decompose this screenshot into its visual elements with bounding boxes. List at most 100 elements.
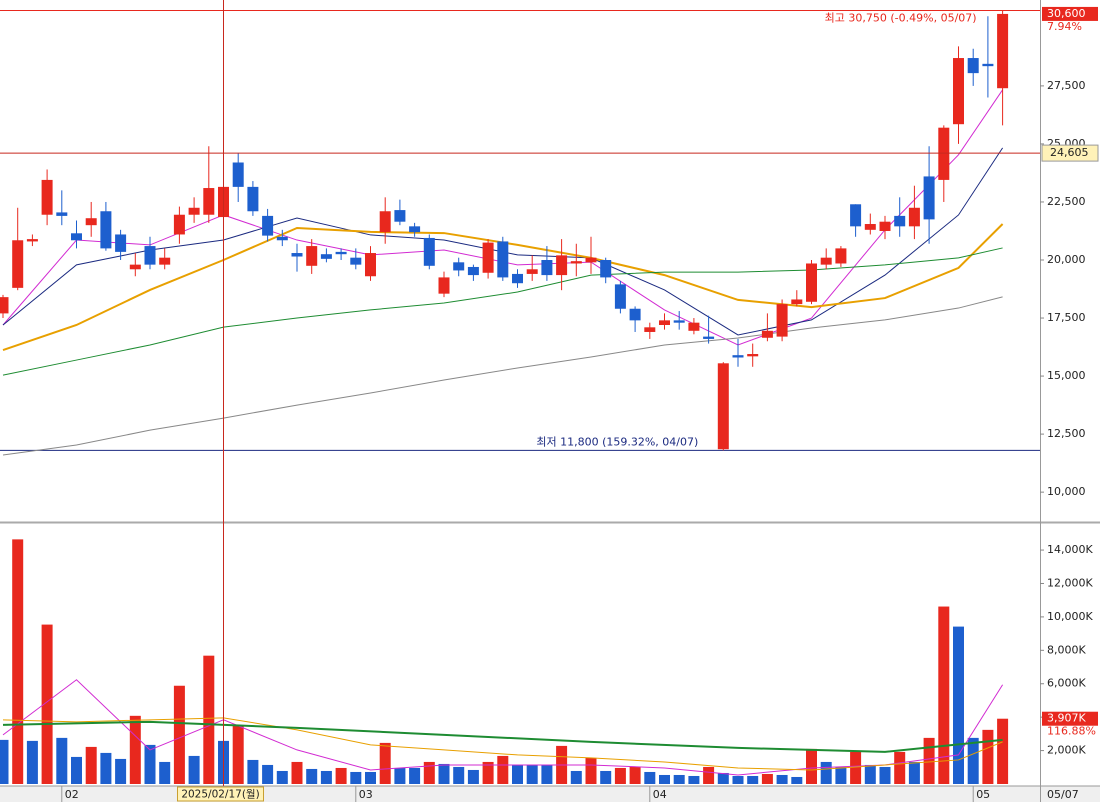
candle-body	[732, 355, 744, 358]
candle-body	[247, 186, 259, 212]
x-tick-label: 04	[653, 788, 667, 801]
volume-bar	[570, 770, 582, 784]
volume-bar	[85, 746, 97, 784]
candle-body	[467, 266, 479, 276]
moving-average-line	[2, 247, 1003, 376]
volume-ratio: 116.88%	[1047, 725, 1096, 738]
volume-bar	[394, 767, 406, 784]
candle-body	[56, 212, 68, 216]
candle-body	[659, 320, 670, 325]
y-tick-label: 22,500	[1047, 195, 1086, 208]
candle-body	[306, 246, 318, 266]
moving-average-line	[2, 147, 1004, 336]
last-date: 05/07	[1047, 788, 1079, 801]
volume-bar	[864, 764, 876, 784]
candle-body	[894, 215, 906, 227]
volume-bar	[71, 756, 82, 784]
current-volume-box	[1042, 711, 1098, 726]
candle-body	[703, 336, 715, 339]
candle-body	[967, 58, 979, 74]
volume-bar	[306, 768, 318, 784]
candle-body	[953, 58, 964, 125]
candle-body	[423, 237, 435, 266]
candle-body	[26, 239, 38, 242]
y-tick-label: 2,000K	[1047, 744, 1086, 757]
volume-bar	[526, 764, 538, 784]
x-axis-band	[0, 786, 1100, 802]
candle-body	[997, 13, 1009, 89]
volume-bar	[629, 766, 641, 784]
volume-bar	[232, 725, 244, 784]
candle-body	[850, 204, 862, 227]
y-tick-label: 20,000	[1047, 253, 1086, 266]
high-label: 최고 30,750 (-0.49%, 05/07)	[825, 11, 977, 24]
candle-body	[556, 255, 568, 276]
volume-bar	[438, 763, 450, 784]
candle-body	[335, 251, 347, 255]
volume-bar	[365, 771, 376, 784]
candle-body	[864, 224, 876, 230]
crosshair-date-box	[177, 786, 264, 802]
candle-body	[144, 246, 156, 265]
volume-bar	[879, 766, 891, 784]
candle-body	[482, 242, 494, 273]
volume-bar	[247, 759, 259, 784]
candle-body	[115, 234, 127, 252]
candle-body	[41, 179, 53, 215]
volume-bar	[115, 758, 127, 784]
current-price-label: 30,600	[1047, 7, 1086, 20]
volume-bar	[291, 761, 303, 784]
candle-body	[173, 214, 185, 235]
volume-bar	[673, 774, 685, 784]
volume-bar	[0, 739, 9, 784]
candle-body	[85, 218, 97, 226]
y-tick-label: 12,000K	[1047, 576, 1093, 589]
volume-bar	[776, 774, 788, 784]
volume-bar	[320, 770, 332, 784]
candle-body	[791, 299, 803, 305]
candle-body	[320, 254, 332, 259]
volume-bar	[732, 775, 744, 784]
volume-bar	[923, 737, 935, 784]
x-tick-label: 03	[359, 788, 373, 801]
candle-body	[747, 354, 759, 357]
y-tick-label: 27,500	[1047, 79, 1086, 92]
volume-bar	[423, 761, 435, 784]
candle-body	[438, 277, 450, 294]
moving-average-line	[2, 679, 1004, 776]
candle-body	[982, 63, 994, 67]
candle-body	[908, 207, 920, 227]
volume-bar	[850, 751, 862, 784]
candle-body	[644, 327, 656, 332]
candle-body	[365, 253, 376, 277]
y-tick-label: 12,500	[1047, 427, 1086, 440]
volume-bar	[56, 737, 68, 784]
volume-bar	[659, 774, 670, 784]
moving-average-line	[2, 296, 1003, 456]
volume-bar	[747, 775, 759, 784]
volume-bar	[953, 626, 964, 784]
candle-body	[497, 241, 509, 278]
current-price-box	[1042, 6, 1098, 21]
crosshair-date-label: 2025/02/17(월)	[181, 789, 259, 801]
candle-body	[938, 127, 950, 180]
volume-bar	[188, 755, 200, 784]
crosshair-price-box	[1041, 144, 1099, 162]
volume-bar	[262, 764, 274, 784]
volume-bar	[585, 757, 597, 784]
volume-bar	[467, 769, 479, 784]
volume-bar	[129, 715, 141, 784]
volume-bar	[938, 606, 950, 784]
current-volume-label: 3,907K	[1047, 712, 1086, 725]
candle-body	[526, 269, 538, 274]
candle-body	[600, 260, 612, 278]
volume-bar	[482, 761, 494, 784]
volume-bar	[203, 655, 215, 784]
candle-body	[688, 322, 700, 331]
candle-body	[512, 273, 523, 284]
y-tick-label: 8,000K	[1047, 643, 1086, 656]
volume-bar	[644, 771, 656, 784]
candle-body	[159, 257, 171, 265]
